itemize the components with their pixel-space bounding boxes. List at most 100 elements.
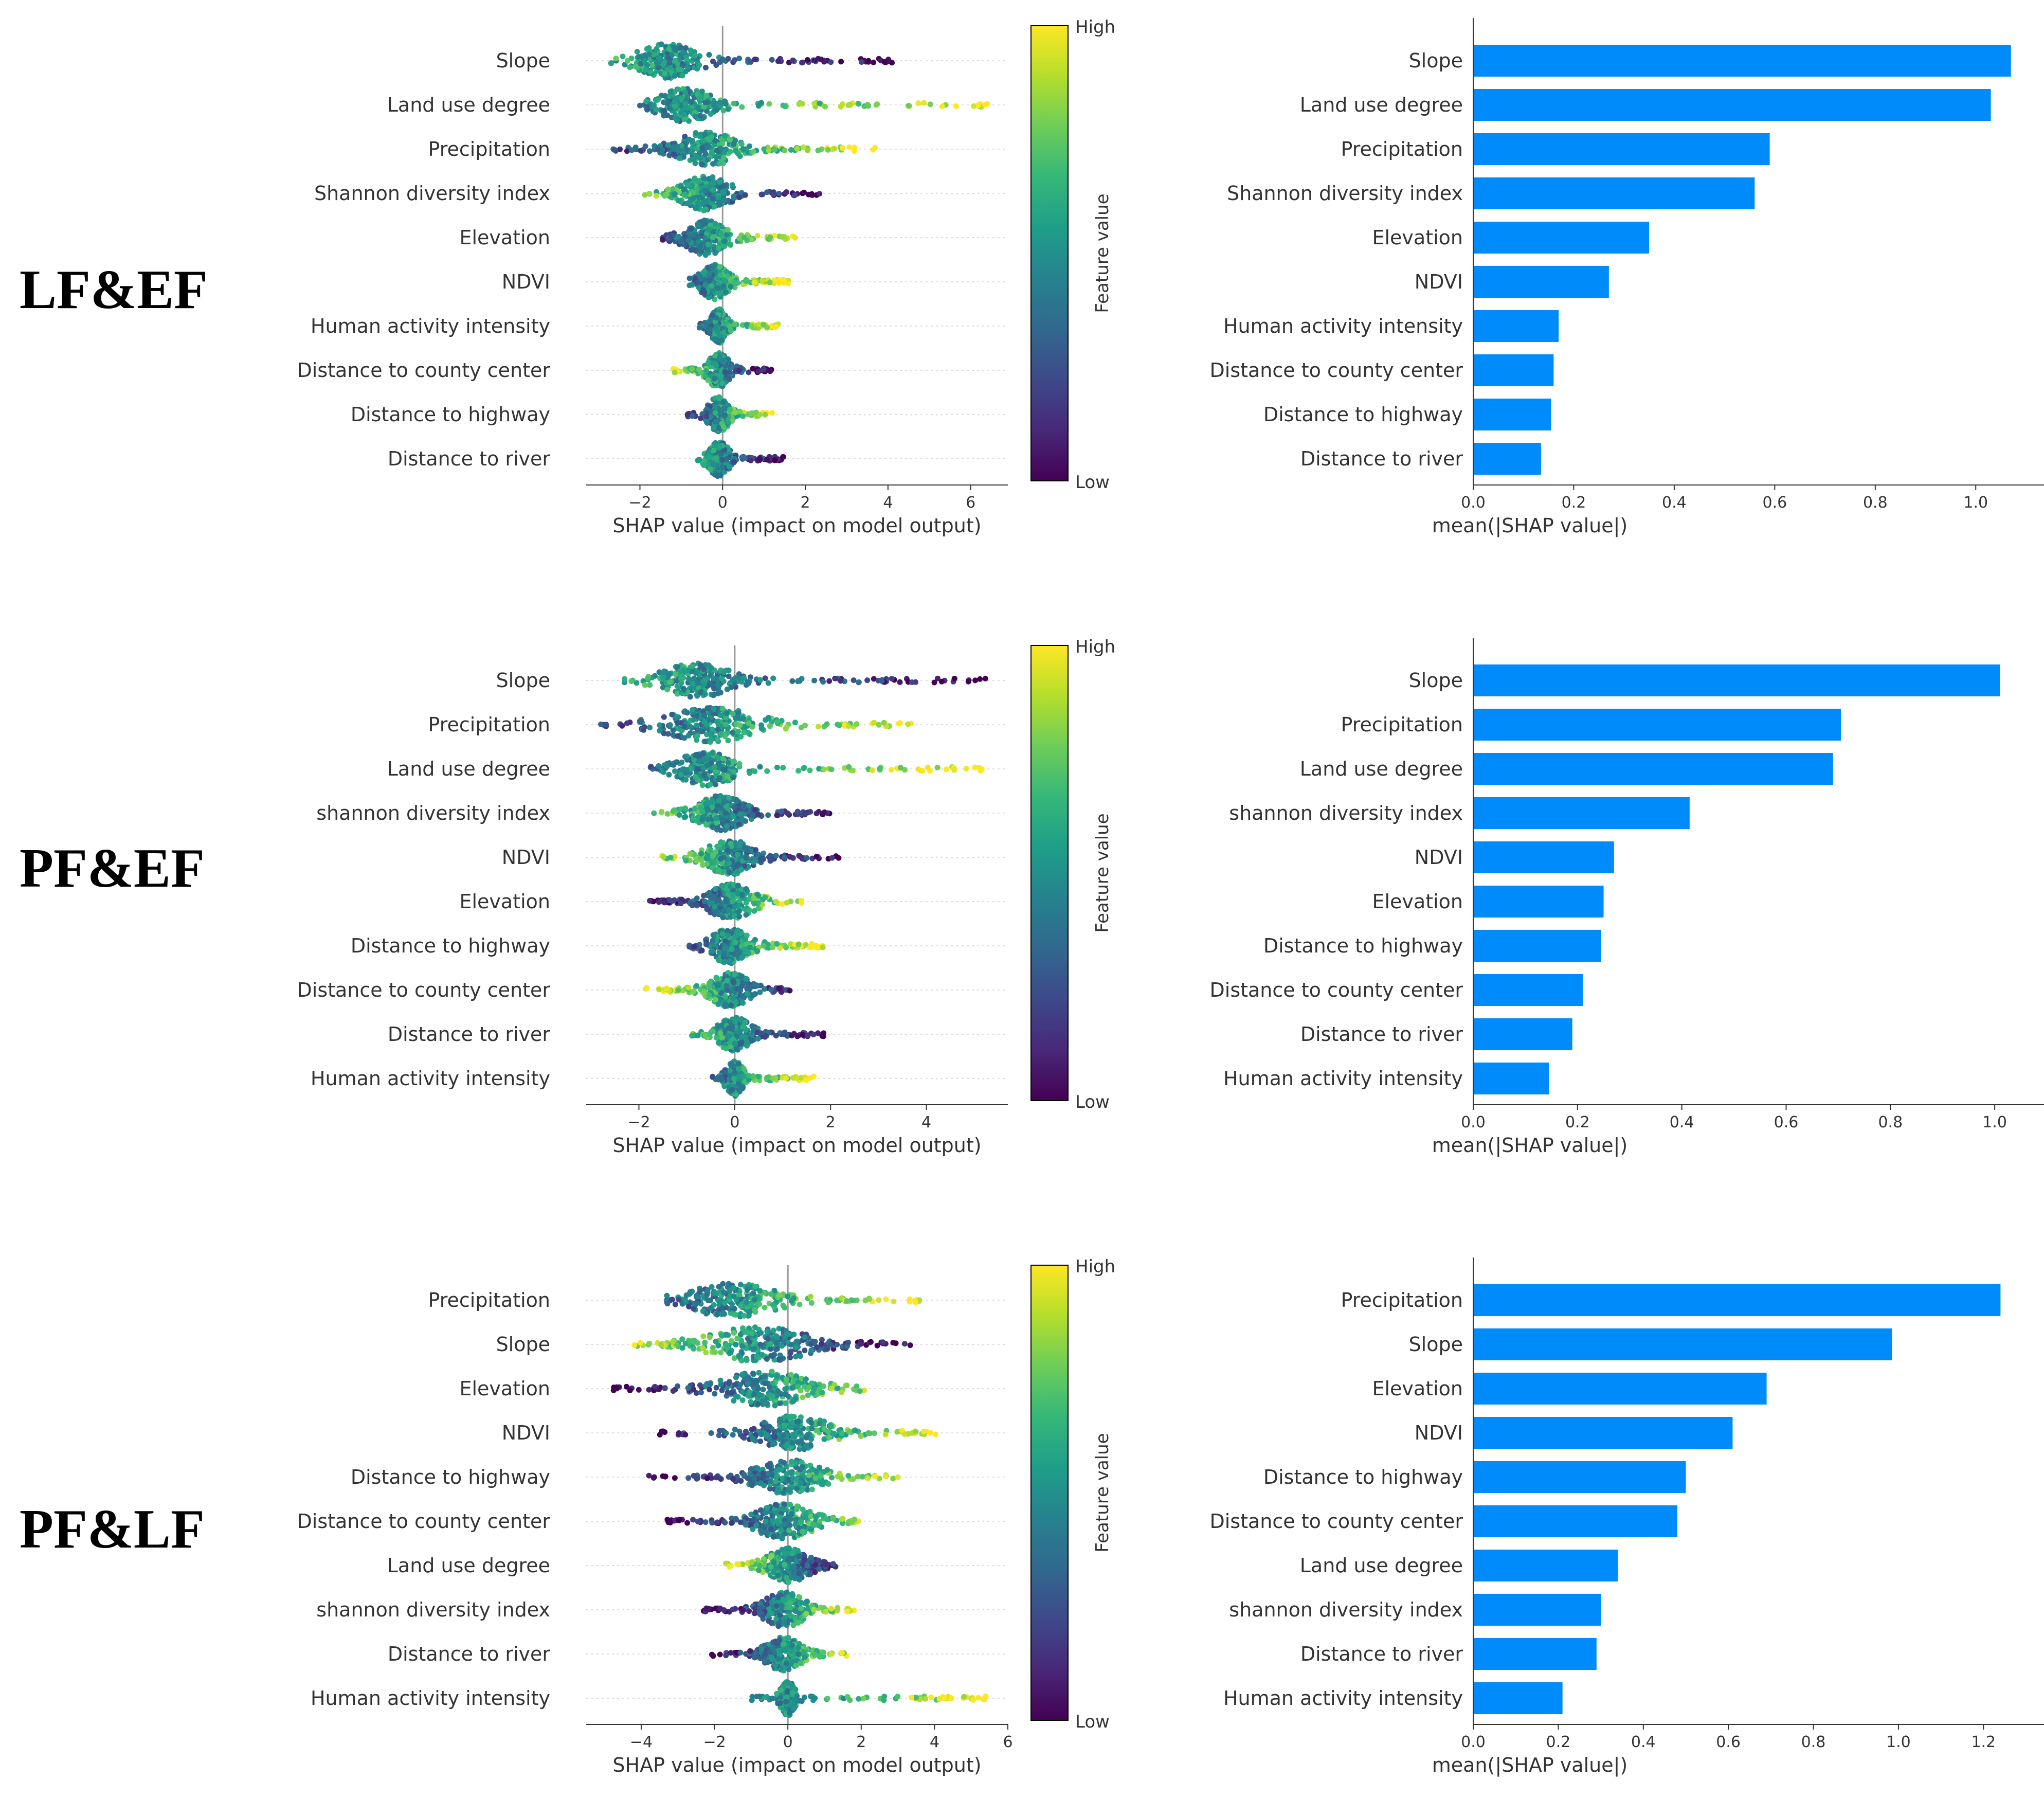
lf-ef-beeswarm-x-tick-label: 2	[801, 494, 810, 512]
lf-ef-beeswarm-point	[725, 56, 731, 62]
pf-ef-beeswarm-point	[726, 869, 732, 875]
lf-ef-beeswarm-point	[684, 147, 690, 153]
lf-ef-beeswarm-point	[702, 252, 709, 258]
pf-ef-beeswarm-point	[726, 907, 732, 913]
lf-ef-beeswarm-point	[729, 182, 735, 188]
lf-ef-beeswarm-point	[684, 105, 691, 111]
lf-ef-beeswarm-point	[700, 269, 706, 276]
lf-ef-bar-category-label: Elevation	[1372, 226, 1463, 249]
lf-ef-beeswarm-point	[720, 183, 727, 189]
lf-ef-beeswarm-point	[678, 239, 684, 245]
lf-ef-beeswarm-point	[685, 411, 692, 418]
lf-ef-beeswarm-point	[752, 57, 758, 62]
pf-ef-beeswarm-point	[671, 807, 677, 813]
pf-ef-beeswarm-point	[728, 684, 734, 690]
lf-ef-bar-bar-precipitation	[1473, 133, 1770, 165]
lf-ef-beeswarm-point	[734, 363, 740, 369]
lf-ef-beeswarm-point	[705, 241, 711, 247]
pf-ef-beeswarm-point	[619, 723, 625, 729]
pf-ef-beeswarm-point	[736, 761, 743, 767]
lf-ef-beeswarm-point	[702, 131, 708, 137]
lf-ef-beeswarm-point	[711, 204, 717, 210]
lf-ef-beeswarm-point	[646, 190, 653, 196]
pf-ef-beeswarm-point	[693, 901, 699, 907]
pf-ef-beeswarm-point	[701, 713, 708, 718]
lf-ef-beeswarm-series-elevation	[660, 218, 798, 258]
lf-ef-beeswarm-point	[679, 73, 685, 79]
pf-ef-beeswarm-point	[681, 735, 688, 741]
lf-ef-beeswarm-point	[719, 337, 725, 343]
lf-ef-beeswarm-point	[791, 192, 798, 199]
lf-ef-beeswarm-series-human-activity-intensity	[696, 306, 781, 346]
pf-ef-beeswarm-series-distance-to-county-center	[643, 970, 793, 1010]
lf-ef-beeswarm-point	[975, 102, 981, 109]
pf-ef-beeswarm-point	[925, 764, 931, 770]
lf-ef-beeswarm-series-precipitation	[610, 130, 878, 168]
pf-ef-beeswarm-point	[732, 1018, 738, 1024]
pf-ef-beeswarm-point	[720, 914, 726, 921]
lf-ef-beeswarm-point	[852, 148, 857, 154]
lf-ef-beeswarm-feature-label: Land use degree	[387, 94, 550, 116]
lf-ef-beeswarm-point	[660, 237, 666, 243]
pf-ef-beeswarm-point	[714, 718, 720, 725]
lf-ef-beeswarm-point	[759, 277, 766, 283]
pf-ef-beeswarm-point	[736, 913, 743, 920]
pf-ef-beeswarm-point	[720, 816, 726, 822]
lf-ef-beeswarm-point	[678, 52, 683, 59]
lf-ef-beeswarm-point	[811, 100, 818, 106]
pf-ef-beeswarm-point	[747, 770, 753, 776]
lf-ef-beeswarm-point	[701, 458, 707, 464]
lf-ef-beeswarm-point	[688, 47, 694, 53]
pf-ef-beeswarm-point	[754, 982, 759, 988]
lf-ef-beeswarm-point	[691, 247, 697, 253]
pf-ef-beeswarm-point	[730, 730, 736, 736]
pf-ef-beeswarm-point	[828, 766, 835, 772]
pf-ef-beeswarm-point	[714, 982, 720, 988]
lf-ef-beeswarm-point	[717, 332, 723, 338]
pf-ef-beeswarm-feature-label: Slope	[496, 669, 550, 692]
lf-ef-beeswarm-point	[736, 194, 743, 201]
lf-ef-beeswarm-point	[736, 235, 743, 241]
pf-ef-beeswarm-point	[738, 1016, 744, 1022]
lf-ef-beeswarm-point	[706, 454, 712, 460]
lf-ef-beeswarm-point	[817, 191, 823, 197]
lf-ef-beeswarm-point	[666, 46, 672, 52]
pf-ef-beeswarm-series-elevation	[647, 881, 805, 921]
pf-ef-beeswarm-point	[761, 856, 766, 862]
lf-ef-beeswarm-point	[656, 55, 662, 61]
pf-ef-beeswarm-point	[677, 668, 683, 674]
lf-ef-beeswarm-point	[702, 282, 708, 288]
lf-ef-beeswarm-point	[710, 461, 716, 467]
pf-ef-beeswarm-point	[752, 807, 758, 813]
lf-ef-beeswarm-point	[719, 464, 725, 470]
lf-ef-beeswarm-point	[644, 106, 650, 113]
pf-ef-beeswarm-point	[691, 944, 697, 950]
lf-ef-beeswarm-point	[750, 149, 756, 155]
lf-ef-bar-bar-distance-to-highway	[1473, 399, 1551, 430]
lf-ef-beeswarm-point	[953, 103, 959, 109]
pf-ef-beeswarm-point	[739, 983, 745, 989]
lf-ef-beeswarm-point	[683, 45, 689, 51]
lf-ef-beeswarm-point	[672, 369, 678, 375]
lf-ef-bar-category-label: Distance to county center	[1210, 359, 1463, 382]
lf-ef-beeswarm-point	[701, 290, 708, 296]
pf-ef-beeswarm-point	[820, 679, 826, 685]
lf-ef-beeswarm-point	[731, 100, 737, 106]
pf-ef-beeswarm-point	[694, 733, 700, 739]
pf-ef-beeswarm-point	[712, 904, 718, 910]
lf-ef-beeswarm-point	[703, 65, 709, 70]
lf-ef-beeswarm-point	[708, 414, 714, 420]
lf-ef-beeswarm-point	[694, 146, 700, 152]
lf-ef-beeswarm-point	[694, 205, 700, 211]
lf-ef-beeswarm-point	[740, 146, 746, 152]
pf-ef-beeswarm-point	[721, 767, 728, 773]
lf-ef-beeswarm-point	[706, 52, 712, 58]
lf-ef-bar-bar-elevation	[1473, 222, 1650, 254]
lf-ef-beeswarm-point	[613, 56, 619, 62]
pf-ef-beeswarm-point	[762, 675, 768, 681]
lf-ef-beeswarm-point	[766, 101, 772, 107]
pf-ef-beeswarm-point	[693, 858, 699, 864]
lf-ef-beeswarm-point	[767, 279, 773, 285]
pf-ef-beeswarm-point	[700, 892, 707, 898]
